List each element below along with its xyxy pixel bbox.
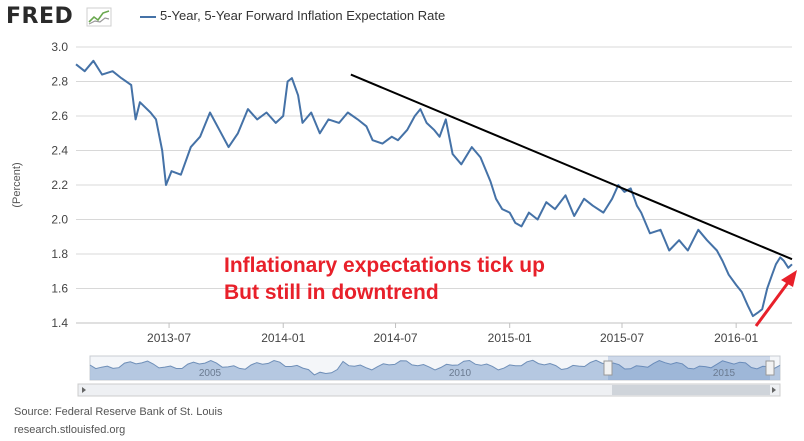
y-tick-label: 2.8 [51,75,68,89]
annotation-group: Inflationary expectations tick up But sti… [224,254,797,327]
fred-logo[interactable]: FRED [6,4,74,29]
y-tick-label: 1.8 [51,247,68,261]
navigator-handle[interactable] [765,360,775,376]
y-tick-label: 1.4 [51,316,68,330]
navigator-year-label: 2015 [713,368,736,379]
y-tick-label: 2.4 [51,144,68,158]
navigator-selection[interactable] [608,356,770,380]
y-axis-label: (Percent) [11,162,23,207]
y-axis-ticks: 1.4 1.6 1.8 2.0 2.2 2.4 2.6 2.8 3.0 [51,40,68,330]
x-tick-label: 2014-07 [374,331,418,345]
source-url[interactable]: research.stlouisfed.org [14,424,126,436]
chart-gridlines [76,46,792,324]
source-citation: Source: Federal Reserve Bank of St. Loui… [14,406,223,418]
data-series [75,59,793,318]
y-tick-label: 2.6 [51,109,68,123]
y-tick-label: 3.0 [51,40,68,54]
trendline [350,73,793,261]
chart-header: FRED 5-Year, 5-Year Forward Inflation Ex… [0,0,804,36]
x-tick-label: 2013-07 [147,331,191,345]
annotation-arrow-line [754,279,792,327]
range-navigator[interactable]: 2005 2010 2015 [77,355,781,397]
scroll-right-arrow-icon[interactable] [772,387,776,393]
y-tick-label: 1.6 [51,282,68,296]
y-tick-label: 2.2 [51,178,68,192]
scroll-left-arrow-icon[interactable] [82,387,86,393]
x-tick-label: 2015-01 [488,331,532,345]
fred-logo-chart-icon [86,7,112,27]
navigator-series-line [89,359,781,376]
trendline-group [350,73,793,261]
y-tick-label: 2.0 [51,213,68,227]
annotation-arrow-head [781,270,797,287]
annotation-text: But still in downtrend [224,281,439,304]
x-tick-label: 2015-07 [600,331,644,345]
series-line [75,59,793,318]
x-tick-label: 2016-01 [714,331,758,345]
scrollbar-track[interactable] [77,383,781,397]
navigator-year-label: 2005 [199,368,222,379]
legend-series-swatch [140,16,156,18]
navigator-handle[interactable] [603,360,613,376]
scrollbar-thumb[interactable] [612,385,770,395]
x-tick-label: 2014-01 [261,331,305,345]
legend-series-label: 5-Year, 5-Year Forward Inflation Expecta… [160,8,446,23]
annotation-text: Inflationary expectations tick up [224,254,545,277]
x-axis-ticks: 2013-07 2014-01 2014-07 2015-01 2015-07 2016-… [147,323,759,345]
navigator-year-label: 2010 [449,368,472,379]
